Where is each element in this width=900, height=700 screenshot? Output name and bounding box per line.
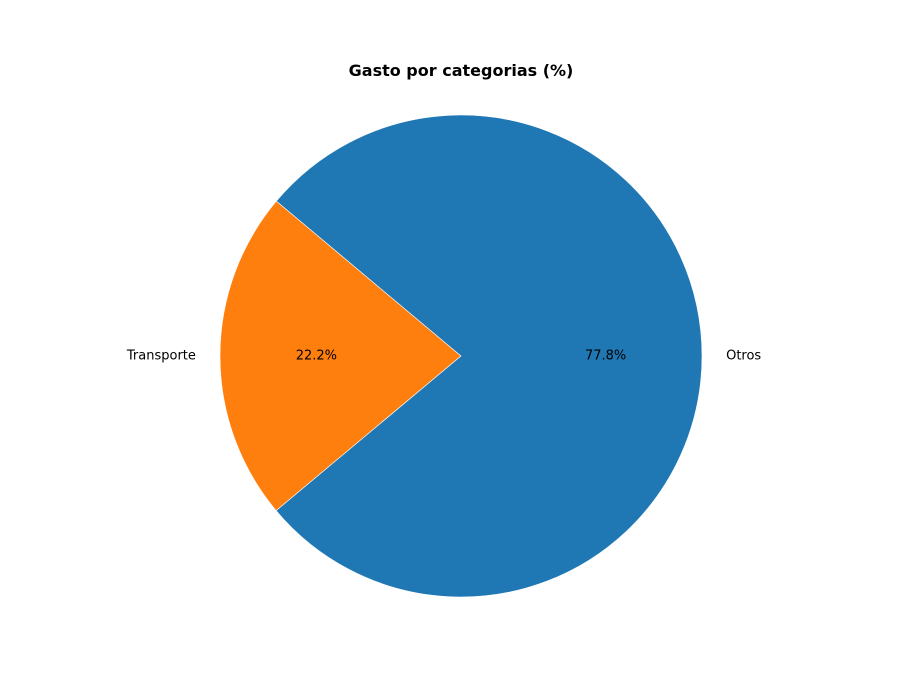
pct-label-transporte: 22.2%: [296, 348, 337, 363]
pie-labels: 22.2% Transporte 77.8% Otros: [126, 348, 762, 363]
chart-title: Gasto por categorias (%): [349, 61, 574, 80]
slice-label-otros: Otros: [726, 349, 761, 364]
pie-slice-transporte: [219, 200, 462, 512]
pie-slices: [219, 114, 703, 598]
pct-label-otros: 77.8%: [585, 349, 626, 364]
pie-slice-otros: [275, 114, 703, 598]
slice-label-transporte: Transporte: [126, 348, 196, 363]
